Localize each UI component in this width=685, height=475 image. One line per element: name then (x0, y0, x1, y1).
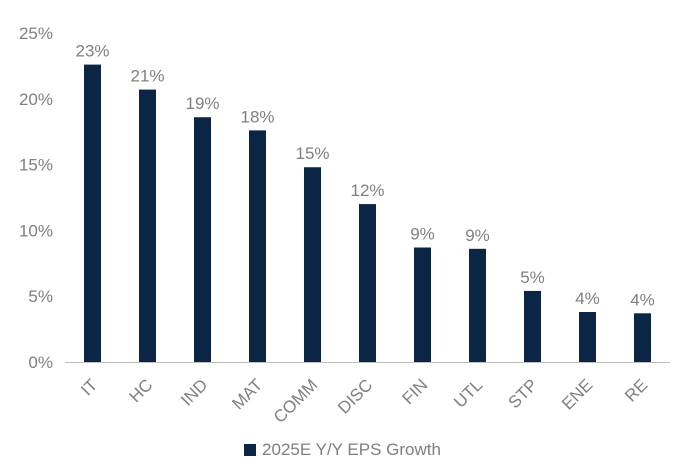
y-tick-label: 10% (19, 221, 53, 240)
x-tick-label-disc: DISC (334, 375, 376, 417)
data-label-mat: 18% (240, 107, 274, 126)
x-tick-label-comm: COMM (270, 375, 321, 426)
data-label-it: 23% (75, 42, 109, 61)
x-tick-label-fin: FIN (399, 375, 432, 408)
data-label-re: 4% (630, 290, 655, 309)
bar-hc (139, 89, 156, 362)
data-labels: 23% 21% 19% 18% 15% 12% 9% 9% 5% 4% 4% (75, 42, 654, 310)
data-label-disc: 12% (350, 181, 384, 200)
data-label-ene: 4% (575, 289, 600, 308)
y-tick-label: 25% (19, 24, 53, 43)
y-tick-label: 15% (19, 156, 53, 175)
bar-stp (524, 290, 541, 362)
x-tick-label-hc: HC (126, 375, 157, 406)
legend: 2025E Y/Y EPS Growth (0, 440, 685, 460)
bar-fin (414, 247, 431, 362)
x-tick-label-ene: ENE (558, 375, 596, 413)
y-axis-tick-labels: 0% 5% 10% 15% 20% 25% (19, 24, 53, 372)
x-tick-label-utl: UTL (450, 375, 486, 411)
bar-ene (579, 311, 596, 362)
y-tick-label: 0% (28, 353, 53, 372)
bar-it (84, 64, 101, 363)
bar-utl (469, 248, 486, 362)
x-tick-label-ind: IND (177, 375, 211, 409)
x-tick-label-mat: MAT (228, 375, 266, 413)
x-axis-category-labels: IT HC IND MAT COMM DISC FIN UTL STP ENE RE (77, 375, 651, 426)
data-label-comm: 15% (295, 144, 329, 163)
bar-disc (359, 204, 376, 362)
y-tick-label: 5% (28, 287, 53, 306)
x-tick-label-re: RE (621, 375, 651, 405)
data-label-stp: 5% (520, 268, 545, 287)
bar-re (634, 313, 651, 362)
bar-comm (304, 167, 321, 362)
bar-mat (249, 130, 266, 362)
data-label-fin: 9% (410, 225, 435, 244)
x-tick-label-stp: STP (505, 375, 542, 412)
data-label-utl: 9% (465, 226, 490, 245)
y-tick-label: 20% (19, 90, 53, 109)
data-label-hc: 21% (130, 67, 164, 86)
data-label-ind: 19% (185, 94, 219, 113)
bars (84, 64, 651, 363)
legend-label: 2025E Y/Y EPS Growth (262, 440, 441, 459)
bar-ind (194, 117, 211, 362)
x-tick-label-it: IT (77, 375, 101, 399)
legend-swatch (244, 444, 257, 456)
